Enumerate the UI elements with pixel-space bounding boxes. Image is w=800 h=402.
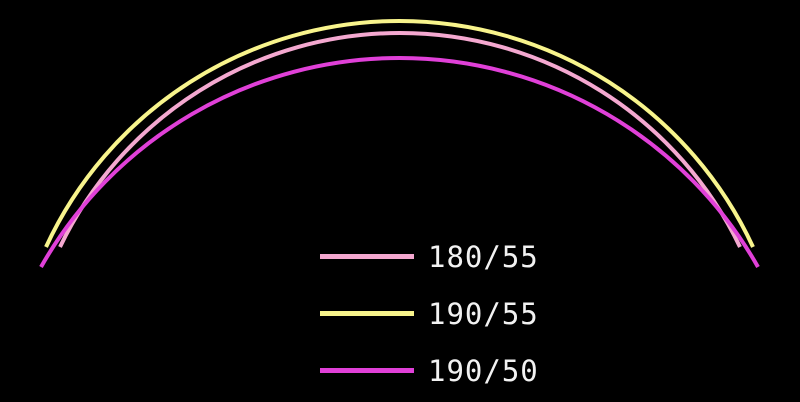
legend-item: 180/55 xyxy=(320,228,539,285)
legend-item: 190/50 xyxy=(320,342,539,399)
legend-swatch xyxy=(320,311,414,316)
legend-swatch xyxy=(320,254,414,259)
legend-item: 190/55 xyxy=(320,285,539,342)
arc-180-55 xyxy=(58,31,742,248)
arc-190-55 xyxy=(44,19,755,248)
legend-label: 180/55 xyxy=(428,239,539,274)
legend-swatch xyxy=(320,368,414,373)
legend: 180/55 190/55 190/50 xyxy=(320,228,539,399)
arc-190-50 xyxy=(39,55,760,268)
legend-label: 190/50 xyxy=(428,353,539,388)
legend-label: 190/55 xyxy=(428,296,539,331)
